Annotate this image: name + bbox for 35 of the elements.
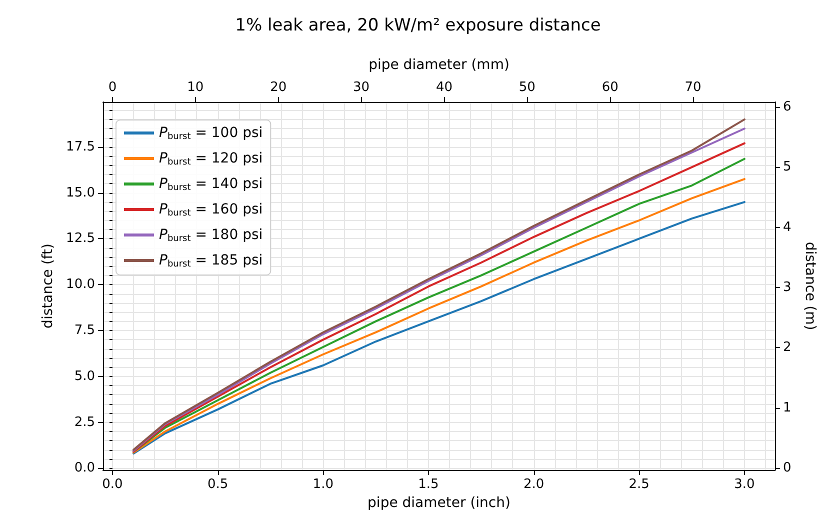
- y2-tick-label: 5: [783, 160, 792, 175]
- y-axis-title: distance (ft): [40, 244, 56, 328]
- y2-tick-label: 0: [783, 460, 792, 476]
- x-tick-label: 2.0: [523, 477, 544, 492]
- y-tick-label: 15.0: [66, 185, 95, 200]
- y2-tick-label: 2: [783, 340, 792, 356]
- y2-tick-label: 6: [783, 99, 792, 114]
- x2-axis-title: pipe diameter (mm): [368, 57, 510, 73]
- x2-tick-label: 10: [187, 80, 204, 95]
- y-tick-label: 0.0: [74, 460, 95, 476]
- x2-tick-label: 60: [602, 80, 618, 95]
- x2-tick-label: 40: [436, 80, 452, 95]
- y-tick-label: 10.0: [66, 277, 95, 292]
- x2-tick-label: 50: [518, 80, 536, 95]
- x2-tick-label: 0: [108, 80, 117, 95]
- x-tick-label: 1.5: [418, 477, 439, 492]
- y-tick-label: 5.0: [74, 368, 95, 384]
- y-tick-label: 2.5: [74, 414, 95, 430]
- y2-tick-label: 3: [783, 280, 792, 296]
- x-tick-label: 2.5: [628, 477, 650, 492]
- y2-axis-title: distance (m): [802, 242, 818, 330]
- x2-tick-label: 20: [270, 80, 287, 95]
- x-tick-label: 0.0: [102, 477, 123, 492]
- y-tick-label: 7.5: [74, 323, 95, 338]
- y-tick-label: 12.5: [66, 231, 95, 246]
- x2-tick-label: 70: [684, 80, 702, 95]
- chart-title: 1% leak area, 20 kW/m² exposure distance: [235, 16, 601, 36]
- y2-tick-label: 4: [783, 220, 792, 235]
- y2-tick-label: 1: [783, 400, 792, 416]
- x2-tick-label: 30: [353, 80, 370, 95]
- x-tick-label: 1.0: [312, 477, 334, 492]
- x-axis-title: pipe diameter (inch): [368, 494, 510, 511]
- x-tick-label: 0.5: [207, 477, 228, 492]
- y-tick-label: 17.5: [66, 139, 95, 154]
- x-tick-label: 3.0: [734, 477, 755, 492]
